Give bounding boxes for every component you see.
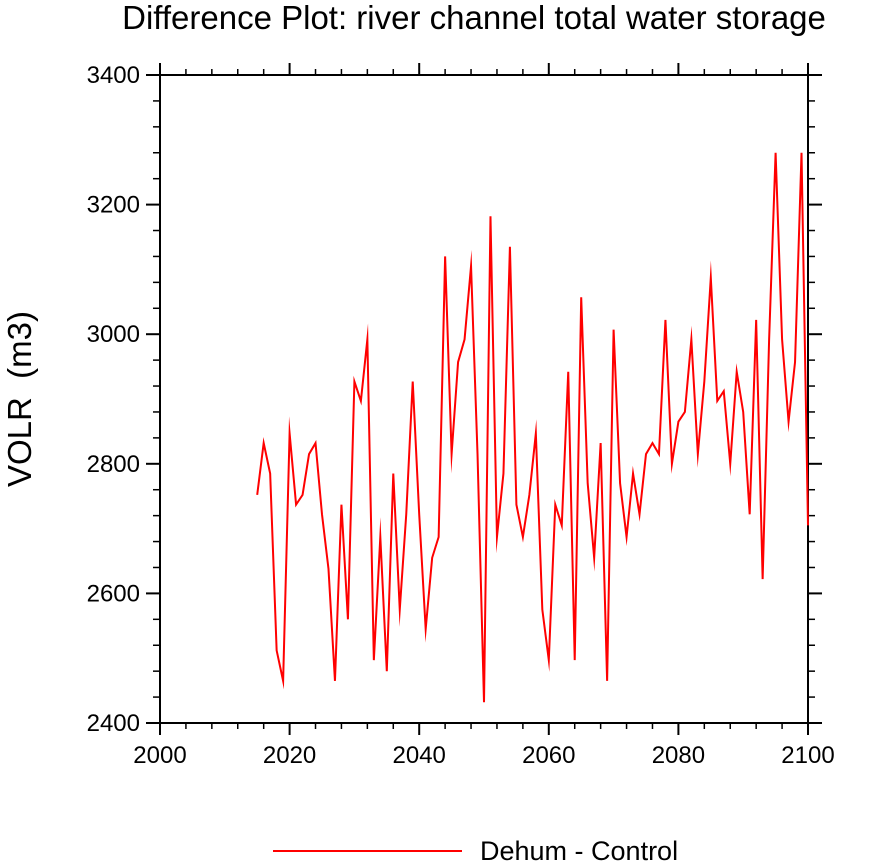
x-tick-label: 2020 [263, 742, 316, 769]
y-tick-label: 3400 [87, 62, 140, 89]
plot-frame [159, 74, 809, 724]
x-tick-label: 2080 [652, 742, 705, 769]
y-tick-label: 2400 [87, 710, 140, 737]
x-tick-label: 2040 [393, 742, 446, 769]
y-axis-label: VOLR (m3) [1, 311, 38, 487]
y-tick-label: 3000 [87, 321, 140, 348]
x-tick-label: 2060 [522, 742, 575, 769]
y-tick-label: 2600 [87, 580, 140, 607]
legend-label: Dehum - Control [480, 836, 678, 861]
legend: Dehum - Control [273, 836, 678, 861]
tick-labels: 2000 2020 2040 2060 2080 2100 2400 2600 2800 3000… [87, 62, 835, 769]
x-tick-label: 2100 [781, 742, 834, 769]
y-tick-label: 3200 [87, 192, 140, 219]
axis-ticks [146, 63, 822, 735]
x-tick-label: 2000 [133, 742, 186, 769]
chart-title: Difference Plot: river channel total wat… [122, 0, 826, 36]
series-line-0 [256, 152, 809, 703]
series-layer [256, 152, 809, 703]
y-tick-label: 2800 [87, 451, 140, 478]
